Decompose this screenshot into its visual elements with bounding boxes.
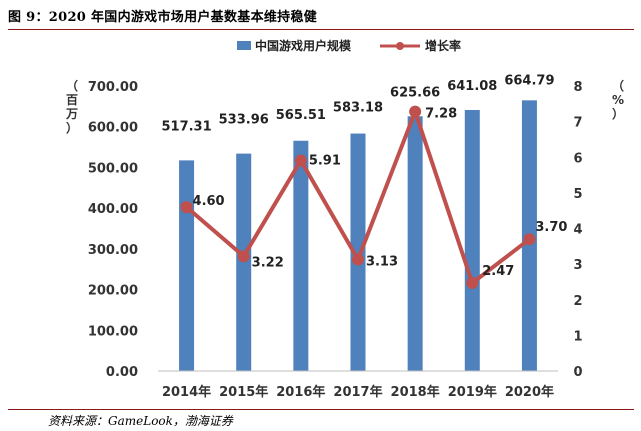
growth-point <box>294 154 307 167</box>
legend-line-label: 增长率 <box>425 38 461 53</box>
y-tick-label: 400.00 <box>88 202 138 217</box>
bar-value-label: 565.51 <box>276 108 326 123</box>
x-tick-label: 2019年 <box>448 384 497 400</box>
y2-tick-label: 3 <box>573 258 582 273</box>
growth-value-label: 3.13 <box>366 254 398 269</box>
source-note: 资料来源：GameLook，渤海证券 <box>48 414 233 428</box>
growth-point <box>523 233 536 246</box>
y2-tick-label: 2 <box>573 294 582 309</box>
growth-value-label: 3.22 <box>252 255 284 270</box>
bar-value-label: 583.18 <box>333 101 383 116</box>
bar-value-label: 641.08 <box>447 79 497 94</box>
y2-tick-label: 5 <box>573 187 582 202</box>
growth-value-label: 7.28 <box>425 107 457 122</box>
growth-point <box>237 250 250 263</box>
x-tick-label: 2014年 <box>162 384 211 400</box>
legend-bar-swatch <box>237 41 251 50</box>
legend-line-marker <box>396 42 404 50</box>
x-tick-label: 2018年 <box>391 384 440 400</box>
y-tick-label: 600.00 <box>88 121 138 136</box>
y2-tick-label: 8 <box>573 80 582 95</box>
legend-bar-label: 中国游戏用户规模 <box>255 38 352 53</box>
y2-axis-unit-label: （%） <box>612 78 624 121</box>
x-tick-label: 2016年 <box>276 384 325 400</box>
bar-value-label: 533.96 <box>219 113 269 128</box>
x-tick-label: 2017年 <box>333 384 382 400</box>
bar-value-label: 664.79 <box>504 73 554 88</box>
bar <box>236 153 252 371</box>
y2-tick-label: 0 <box>573 365 582 380</box>
growth-value-label: 2.47 <box>482 264 514 279</box>
y-tick-label: 100.00 <box>88 324 138 339</box>
title-rule <box>8 29 634 30</box>
y-tick-label: 200.00 <box>88 284 138 299</box>
bar <box>293 140 309 371</box>
x-tick-label: 2015年 <box>219 384 268 400</box>
source-rule <box>8 409 634 410</box>
growth-point <box>466 277 479 290</box>
growth-point <box>409 105 422 118</box>
bar <box>350 133 366 371</box>
bar <box>407 116 423 371</box>
y2-tick-label: 7 <box>573 116 582 131</box>
y2-tick-label: 6 <box>573 151 582 166</box>
legend: 中国游戏用户规模 增长率 <box>237 38 461 53</box>
growth-value-label: 3.70 <box>535 220 567 235</box>
x-tick-label: 2020年 <box>505 384 554 400</box>
bar-value-label: 517.31 <box>161 119 211 134</box>
bar <box>179 160 195 371</box>
y-tick-label: 700.00 <box>88 80 138 95</box>
growth-point <box>352 253 364 266</box>
y-tick-label: 500.00 <box>88 161 138 176</box>
combo-chart: 中国游戏用户规模 增长率 （百万） （%） 0.00100.00200.0030… <box>65 38 624 400</box>
y2-tick-label: 1 <box>573 329 582 344</box>
y-axis-unit-label: （百万） <box>65 78 78 135</box>
growth-value-label: 4.60 <box>193 194 225 209</box>
growth-point <box>180 201 193 214</box>
bar-value-label: 625.66 <box>390 85 440 100</box>
y-tick-label: 0.00 <box>106 365 138 380</box>
bar <box>464 109 480 371</box>
growth-value-label: 5.91 <box>309 153 341 168</box>
figure-title: 图 9：2020 年国内游戏市场用户基数基本维持稳健 <box>8 10 318 25</box>
y2-tick-label: 4 <box>573 223 582 238</box>
y-tick-label: 300.00 <box>88 243 138 258</box>
